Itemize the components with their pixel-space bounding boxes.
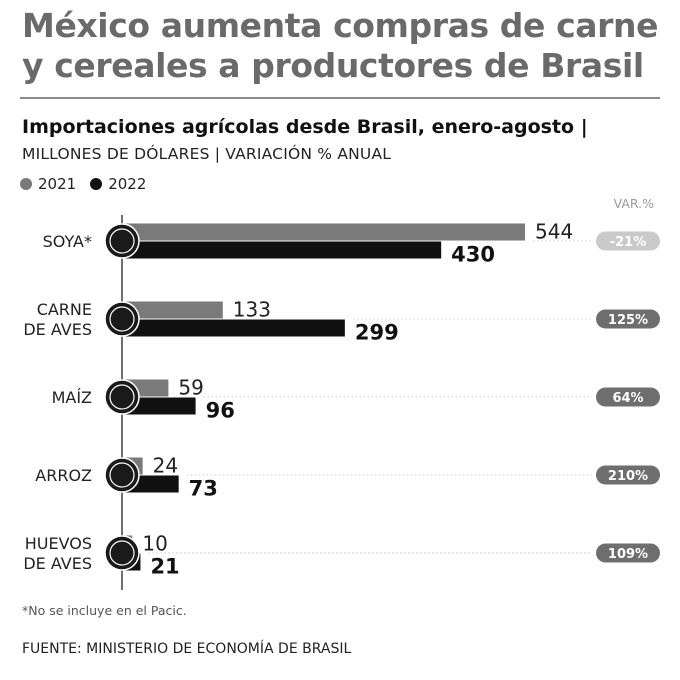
value-label-2022-1: 299 (355, 321, 399, 345)
bar-2021-1 (125, 301, 223, 319)
value-label-2022-2: 96 (206, 399, 235, 423)
variation-label-0: -21% (610, 235, 647, 250)
category-label-2-0: MAÍZ (52, 388, 92, 407)
legend-label-2022: 2022 (108, 175, 147, 193)
rice-icon-detail (109, 462, 135, 488)
legend-item-2022: 2022 (90, 175, 146, 193)
egg-icon-detail (109, 540, 135, 566)
category-label-1-0: CARNE (37, 300, 92, 319)
bar-2022-2 (125, 397, 196, 415)
category-label-4-1: DE AVES (23, 554, 92, 573)
units-label: MILLONES DE DÓLARES | VARIACIÓN % ANUAL (22, 145, 392, 163)
chicken-icon-detail (109, 306, 135, 332)
legend-swatch-2021 (20, 178, 32, 190)
source-note: FUENTE: MINISTERIO DE ECONOMÍA DE BRASIL (22, 641, 352, 657)
value-label-2021-4: 10 (142, 532, 167, 556)
value-label-2021-1: 133 (233, 298, 271, 322)
value-label-2022-0: 430 (451, 243, 495, 267)
legend-item-2021: 2021 (20, 175, 76, 193)
footnote: *No se incluye en el Pacic. (22, 603, 187, 618)
title-divider (20, 97, 660, 99)
headline: México aumenta compras de carne y cereal… (22, 6, 659, 85)
legend: 2021 2022 (20, 175, 154, 193)
value-label-2022-4: 21 (150, 555, 179, 579)
variation-badge-3 (596, 465, 660, 485)
value-label-2021-2: 59 (178, 376, 203, 400)
variation-label-2: 64% (612, 391, 643, 406)
var-header: VAR.% (614, 196, 655, 211)
category-label-1-1: DE AVES (23, 320, 92, 339)
value-label-2021-0: 544 (535, 220, 573, 244)
value-label-2022-3: 73 (189, 477, 218, 501)
variation-badge-1 (596, 309, 660, 329)
legend-label-2021: 2021 (38, 175, 77, 193)
bar-2022-0 (125, 241, 442, 259)
variation-label-4: 109% (608, 547, 648, 562)
variation-badge-4 (596, 543, 660, 563)
variation-label-3: 210% (608, 469, 648, 484)
variation-label-1: 125% (608, 313, 648, 328)
category-label-4-0: HUEVOS (25, 534, 92, 553)
category-label-0-0: SOYA* (43, 232, 92, 251)
variation-badge-0 (596, 231, 660, 251)
value-label-2021-3: 24 (153, 454, 178, 478)
corn-icon-detail (109, 384, 135, 410)
variation-badge-2 (596, 387, 660, 407)
bar-2022-1 (125, 319, 345, 337)
chart-subtitle: Importaciones agrícolas desde Brasil, en… (22, 116, 588, 138)
category-label-3-0: ARROZ (35, 466, 92, 485)
bar-2021-0 (125, 223, 525, 241)
soy-icon-detail (109, 228, 135, 254)
legend-swatch-2022 (90, 178, 103, 190)
